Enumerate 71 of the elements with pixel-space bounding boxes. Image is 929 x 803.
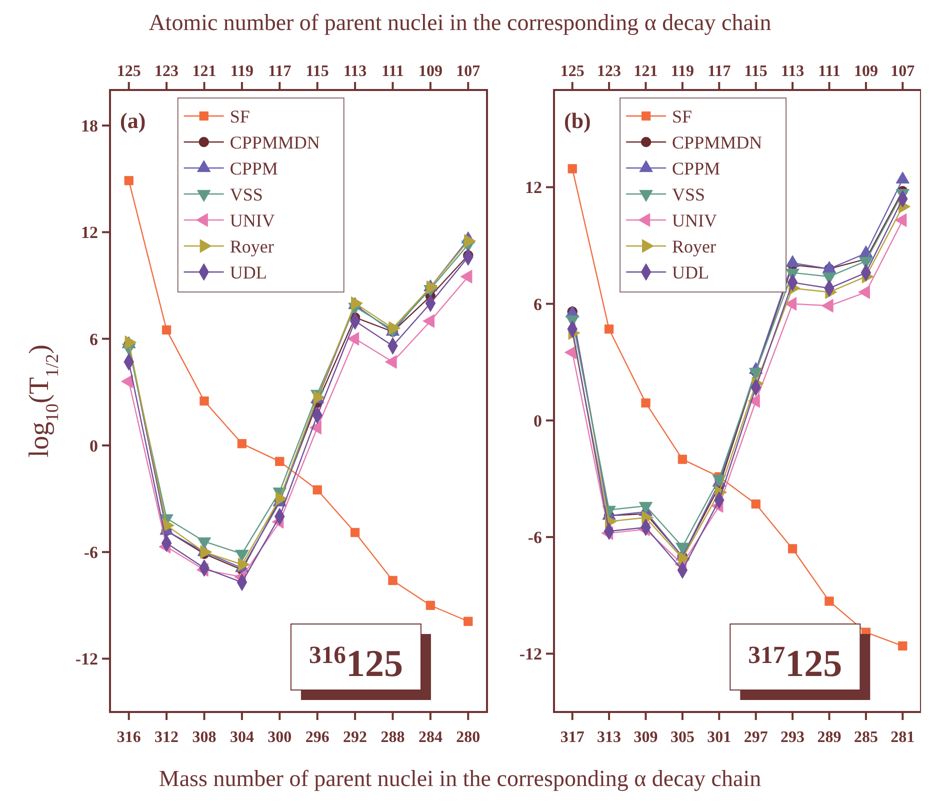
x-tick-label: 284	[418, 729, 442, 746]
x2-tick-label: 119	[670, 63, 694, 80]
x-tick-label: 304	[230, 729, 254, 746]
x2-tick-label: 109	[854, 63, 878, 80]
legend-label: Royer	[230, 236, 274, 256]
x-tick-label: 281	[890, 729, 915, 746]
x2-tick-label: 121	[192, 63, 216, 80]
x-tick-label: 300	[268, 729, 292, 746]
x-tick-label: 305	[670, 729, 694, 746]
legend-label: UDL	[230, 262, 267, 282]
x-tick-label: 285	[854, 729, 878, 746]
y-tick-label: -12	[75, 650, 98, 669]
x2-tick-label: 115	[306, 63, 329, 80]
x-tick-label: 288	[380, 729, 405, 746]
legend-label: VSS	[230, 184, 263, 204]
x2-tick-label: 123	[154, 63, 179, 80]
y-tick-label: 0	[90, 436, 98, 456]
legend-label: VSS	[672, 184, 706, 204]
legend-label: UNIV	[672, 210, 718, 230]
x2-tick-label: 109	[418, 63, 442, 80]
x-axis-title: Mass number of parent nuclei in the corresponding α decay chain	[158, 766, 762, 791]
legend-label: CPPM	[672, 158, 720, 178]
y-tick-label: -6	[528, 528, 542, 548]
y-tick-label: -6	[84, 543, 98, 562]
legend-label: SF	[672, 106, 692, 126]
x2-tick-label: 117	[268, 63, 292, 80]
x2-tick-label: 113	[780, 63, 804, 80]
annotation: (a)	[120, 108, 146, 133]
x-tick-label: 316	[116, 729, 141, 746]
x-tick-label: 280	[456, 729, 480, 746]
y-tick-label: 6	[534, 294, 542, 314]
y-tick-label: -12	[519, 644, 542, 664]
x2-axis-title: Atomic number of parent nuclei in the corresponding α decay chain	[148, 10, 772, 35]
x-tick-label: 297	[744, 729, 768, 746]
legend-label: CPPMMDN	[230, 132, 320, 152]
annotation: $^{317}$125	[748, 642, 842, 685]
legend-label: CPPM	[230, 158, 278, 178]
x-tick-label: 309	[634, 729, 658, 746]
x-tick-label: 301	[707, 729, 732, 746]
x-tick-label: 308	[192, 729, 216, 746]
x-tick-label: 313	[597, 729, 622, 746]
x2-tick-label: 107	[456, 63, 480, 80]
x2-tick-label: 125	[116, 63, 141, 80]
legend-label: CPPMMDN	[672, 132, 762, 152]
annotation: $^{316}$125	[308, 642, 403, 685]
x2-tick-label: 125	[560, 63, 584, 80]
x-tick-label: 317	[560, 729, 584, 746]
x2-tick-label: 115	[744, 63, 768, 80]
x2-tick-label: 123	[597, 63, 622, 80]
x2-tick-label: 113	[343, 63, 367, 80]
y-tick-label: 18	[81, 116, 98, 136]
x-tick-label: 312	[154, 729, 179, 746]
y-tick-label: 12	[81, 223, 98, 242]
x2-tick-label: 121	[634, 63, 658, 80]
legend-label: UDL	[672, 262, 710, 282]
y-tick-label: 12	[525, 178, 542, 198]
x2-tick-label: 117	[708, 63, 731, 80]
legend-label: SF	[230, 106, 250, 126]
x-tick-label: 293	[780, 729, 805, 746]
x-tick-label: 296	[305, 729, 330, 746]
x2-tick-label: 119	[230, 63, 254, 80]
x-tick-label: 292	[343, 729, 368, 746]
x2-tick-label: 111	[818, 63, 840, 80]
y-tick-label: 0	[534, 411, 542, 430]
annotation: (b)	[564, 108, 591, 133]
legend-label: UNIV	[230, 210, 275, 230]
x2-tick-label: 111	[382, 63, 404, 80]
x2-tick-label: 107	[890, 63, 915, 80]
x-tick-label: 289	[817, 729, 842, 746]
legend-label: Royer	[672, 236, 716, 256]
y-tick-label: 6	[90, 330, 98, 349]
